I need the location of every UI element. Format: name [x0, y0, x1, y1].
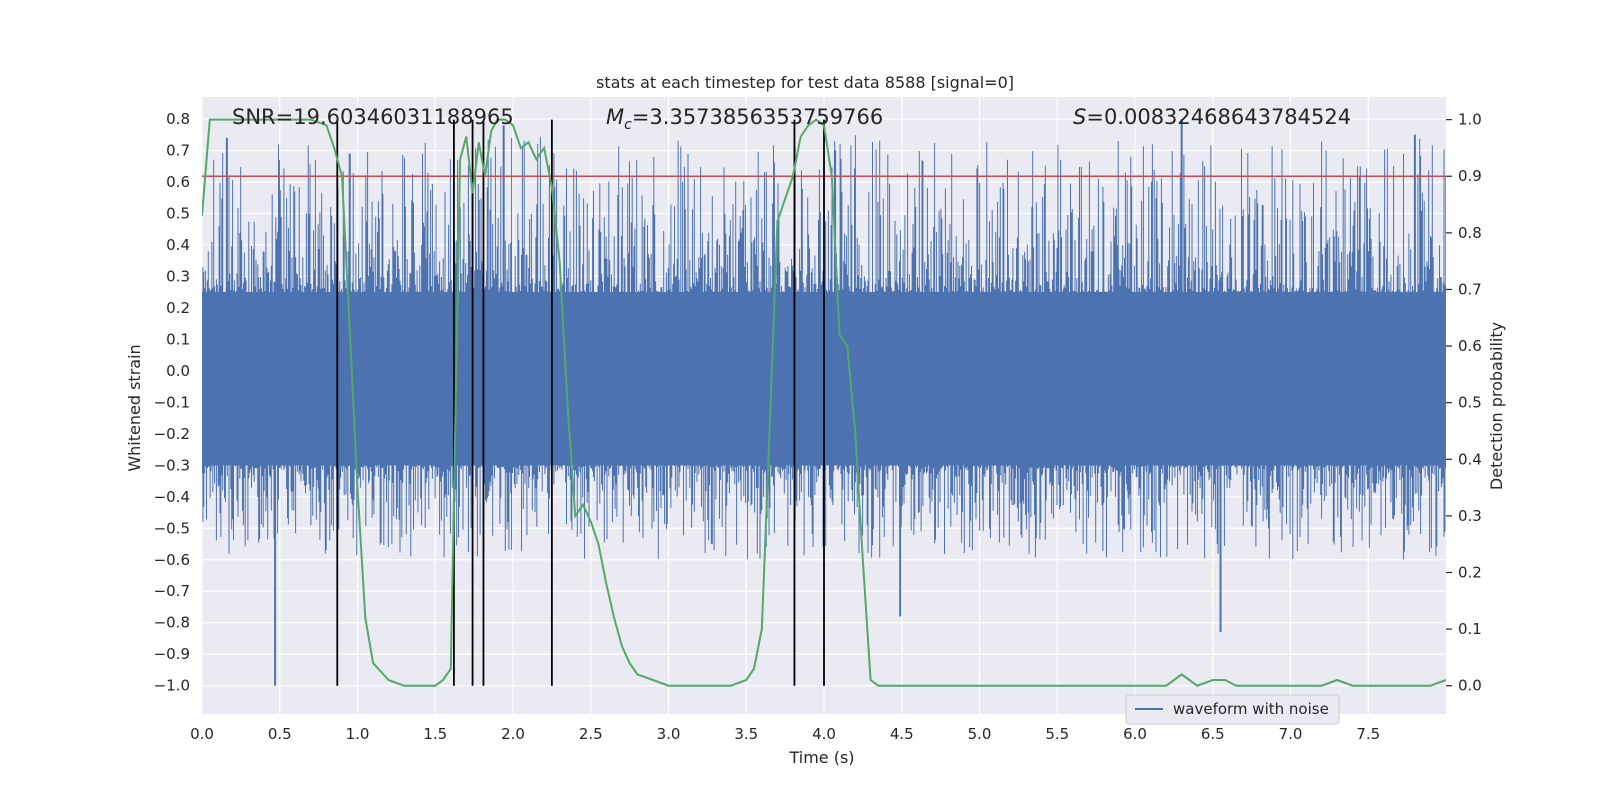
- y2-tick-label: 0.9: [1458, 167, 1482, 185]
- y-tick-label: −0.9: [154, 645, 190, 663]
- y-tick-label: 0.5: [166, 204, 190, 222]
- x-tick-label: 7.0: [1279, 725, 1303, 743]
- x-tick-label: 2.0: [501, 725, 525, 743]
- x-tick-label: 6.0: [1123, 725, 1147, 743]
- x-tick-label: 7.5: [1356, 725, 1380, 743]
- y2-axis-label: Detection probability: [1487, 322, 1506, 490]
- y2-tick-label: 0.6: [1458, 337, 1482, 355]
- y2-tick-label: 0.3: [1458, 507, 1482, 525]
- y-tick-label: −0.1: [154, 393, 190, 411]
- y-tick-label: 0.4: [166, 236, 190, 254]
- y-tick-label: 0.7: [166, 142, 190, 160]
- x-tick-label: 1.0: [346, 725, 370, 743]
- y-tick-label: −0.3: [154, 456, 190, 474]
- y2-tick-label: 0.0: [1458, 677, 1482, 695]
- x-tick-label: 0.5: [268, 725, 292, 743]
- y2-tick-label: 1.0: [1458, 111, 1482, 129]
- y-tick-label: −0.6: [154, 551, 190, 569]
- legend: waveform with noise: [1125, 694, 1340, 725]
- chirp-mass-annotation: Mc=3.3573856353759766: [606, 105, 883, 133]
- x-tick-label: 2.5: [579, 725, 603, 743]
- y-axis-label: Whitened strain: [125, 344, 144, 471]
- x-tick-label: 3.0: [657, 725, 681, 743]
- legend-label-waveform: waveform with noise: [1173, 700, 1329, 718]
- x-tick-label: 0.0: [190, 725, 214, 743]
- y2-tick-label: 0.2: [1458, 563, 1482, 581]
- detection-probability-line: [202, 118, 1446, 687]
- chirp-mass-value: =3.3573856353759766: [632, 105, 883, 129]
- y-tick-label: −0.5: [154, 519, 190, 537]
- y-tick-label: −0.7: [154, 582, 190, 600]
- y-tick-label: 0.1: [166, 330, 190, 348]
- y-tick-label: −0.8: [154, 614, 190, 632]
- y-tick-label: −0.2: [154, 425, 190, 443]
- chirp-mass-symbol: M: [606, 105, 624, 129]
- chirp-mass-subscript: c: [624, 117, 632, 133]
- legend-box: [1125, 694, 1340, 725]
- y-tick-label: −0.4: [154, 488, 190, 506]
- y-tick-label: −1.0: [154, 677, 190, 695]
- y-tick-label: 0.8: [166, 110, 190, 128]
- y2-tick-label: 0.1: [1458, 620, 1482, 638]
- snr-annotation: SNR=19.60346031188965: [232, 105, 514, 129]
- y2-tick-label: 0.4: [1458, 450, 1482, 468]
- s-symbol: S: [1073, 105, 1086, 129]
- y-tick-label: 0.3: [166, 267, 190, 285]
- x-tick-label: 1.5: [423, 725, 447, 743]
- s-value: =0.00832468643784524: [1086, 105, 1351, 129]
- x-tick-label: 5.0: [968, 725, 992, 743]
- y-tick-label: 0.0: [166, 362, 190, 380]
- x-tick-label: 5.5: [1045, 725, 1069, 743]
- x-axis-label: Time (s): [788, 748, 854, 767]
- y2-tick-label: 0.5: [1458, 394, 1482, 412]
- x-tick-label: 4.5: [890, 725, 914, 743]
- chart-title: stats at each timestep for test data 858…: [596, 73, 1014, 92]
- x-tick-label: 4.0: [812, 725, 836, 743]
- x-tick-label: 6.5: [1201, 725, 1225, 743]
- y-tick-label: 0.2: [166, 299, 190, 317]
- s-annotation: S=0.00832468643784524: [1073, 105, 1351, 129]
- y-tick-label: 0.6: [166, 173, 190, 191]
- y2-tick-label: 0.8: [1458, 224, 1482, 242]
- waveform-noise-trace: [202, 135, 1446, 560]
- x-tick-label: 3.5: [734, 725, 758, 743]
- y2-tick-label: 0.7: [1458, 280, 1482, 298]
